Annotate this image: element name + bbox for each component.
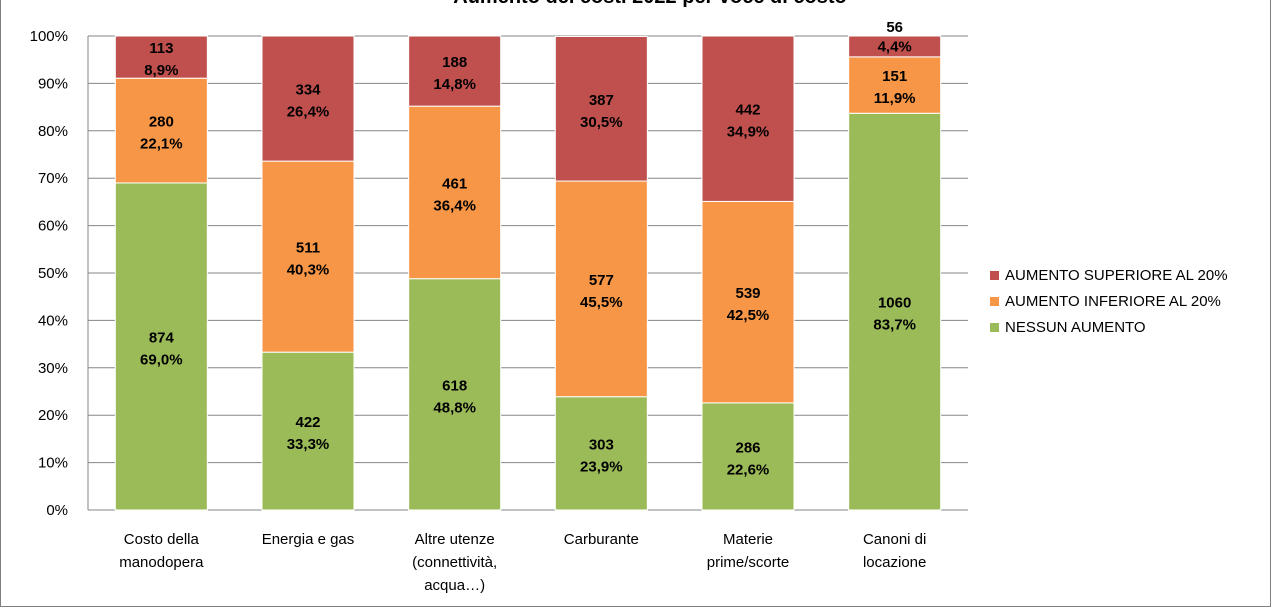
legend-swatch-inferiore — [990, 296, 999, 306]
x-tick-label: Carburante — [564, 531, 639, 548]
data-label-count: 151 — [882, 68, 907, 85]
data-label-percent: 45,5% — [580, 294, 623, 311]
data-label-count: 303 — [589, 436, 614, 453]
legend: AUMENTO SUPERIORE AL 20% AUMENTO INFERIO… — [990, 262, 1228, 340]
data-label-count: 461 — [442, 175, 467, 192]
bar-segment — [554, 35, 648, 182]
data-label-count: 1060 — [878, 295, 911, 312]
x-tick-label: Altre utenze — [415, 531, 495, 548]
data-label-percent: 22,6% — [727, 461, 770, 478]
data-label-count: 511 — [296, 240, 320, 257]
y-tick-label: 10% — [38, 455, 68, 472]
y-tick-label: 70% — [38, 170, 68, 187]
x-tick-label: prime/scorte — [707, 554, 790, 571]
data-label-percent: 22,1% — [140, 136, 183, 153]
data-label-count: 874 — [149, 329, 175, 346]
legend-item-nessun: NESSUN AUMENTO — [990, 314, 1228, 340]
bar-segment — [261, 35, 355, 162]
data-label-percent: 42,5% — [727, 307, 770, 324]
legend-item-superiore: AUMENTO SUPERIORE AL 20% — [990, 262, 1228, 288]
data-label-percent: 11,9% — [874, 90, 916, 107]
x-tick-label: locazione — [863, 554, 926, 571]
data-label-percent: 34,9% — [727, 124, 770, 141]
bar-segment — [701, 402, 795, 511]
data-label-count: 618 — [442, 377, 467, 394]
y-tick-label: 60% — [38, 218, 68, 235]
y-tick-label: 90% — [38, 75, 68, 92]
data-label-count: 334 — [295, 82, 321, 99]
x-tick-label: Costo della — [124, 531, 200, 548]
legend-item-inferiore: AUMENTO INFERIORE AL 20% — [990, 288, 1228, 314]
data-label-percent: 4,4% — [878, 38, 912, 55]
data-label-percent: 33,3% — [287, 436, 330, 453]
data-label-percent: 69,0% — [140, 351, 183, 368]
data-label-count: 442 — [735, 102, 760, 119]
data-label-percent: 26,4% — [287, 104, 330, 121]
bar-segment — [848, 112, 942, 511]
data-label-percent: 23,9% — [580, 458, 623, 475]
legend-label-nessun: NESSUN AUMENTO — [1005, 318, 1146, 336]
bar-segment — [701, 35, 795, 202]
bar-segment — [408, 105, 502, 280]
data-label-count: 387 — [589, 92, 614, 109]
data-label-percent: 30,5% — [580, 114, 623, 131]
bar-segment — [114, 77, 208, 184]
x-tick-label: Canoni di — [863, 531, 926, 548]
data-label-count: 422 — [295, 414, 320, 431]
bar-segment — [261, 160, 355, 353]
data-label-percent: 8,9% — [144, 62, 178, 79]
bar-segment — [848, 35, 942, 58]
bar-segment — [554, 180, 648, 398]
data-label-count: 286 — [735, 439, 760, 456]
bar-segment — [261, 351, 355, 511]
x-tick-label: Materie — [723, 531, 773, 548]
y-tick-label: 0% — [46, 502, 68, 519]
legend-label-superiore: AUMENTO SUPERIORE AL 20% — [1005, 266, 1228, 284]
y-tick-label: 100% — [30, 28, 68, 45]
bar-segment — [554, 396, 648, 511]
data-label-count: 188 — [442, 54, 467, 71]
data-label-percent: 83,7% — [873, 317, 916, 334]
x-tick-label: acqua…) — [424, 577, 485, 594]
chart-title: Aumento dei costi 2022 per voce di costo — [300, 0, 1000, 9]
data-label-percent: 14,8% — [433, 76, 476, 93]
data-label-count: 113 — [149, 40, 173, 57]
x-tick-label: manodopera — [119, 554, 204, 571]
bar-segment — [848, 56, 942, 114]
y-tick-label: 30% — [38, 360, 68, 377]
data-label-count: 577 — [589, 272, 614, 289]
data-label-percent: 40,3% — [287, 262, 330, 279]
x-tick-label: (connettività, — [412, 554, 497, 571]
x-tick-label: Energia e gas — [262, 531, 355, 548]
bar-segment — [408, 35, 502, 107]
data-label-count: 539 — [735, 285, 760, 302]
bar-segment — [114, 35, 208, 79]
legend-swatch-superiore — [990, 270, 999, 280]
y-tick-label: 40% — [38, 312, 68, 329]
data-label-count: 56 — [886, 19, 903, 36]
y-tick-label: 50% — [38, 265, 68, 282]
legend-label-inferiore: AUMENTO INFERIORE AL 20% — [1005, 292, 1221, 310]
bar-segment — [408, 278, 502, 511]
data-label-percent: 36,4% — [433, 197, 476, 214]
legend-swatch-nessun — [990, 322, 999, 332]
data-label-percent: 48,8% — [433, 399, 476, 416]
bar-segment — [114, 182, 208, 511]
data-label-count: 280 — [149, 114, 174, 131]
y-tick-label: 20% — [38, 407, 68, 424]
y-tick-label: 80% — [38, 123, 68, 140]
